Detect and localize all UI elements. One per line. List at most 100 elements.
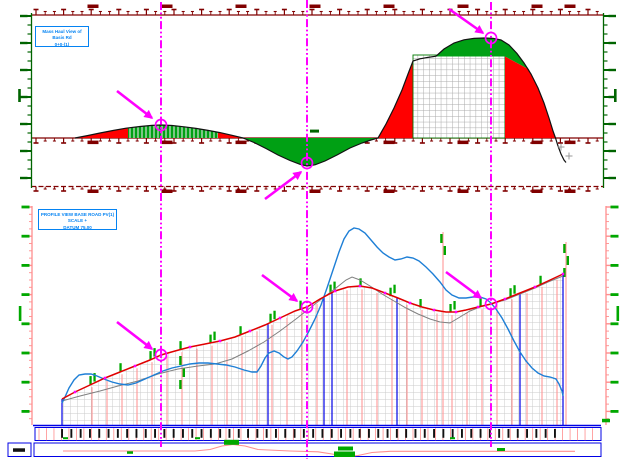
station-label-mark xyxy=(228,429,231,438)
station-label-mark xyxy=(358,429,361,438)
band-annotation-mark xyxy=(602,418,610,423)
freehaul-hatch-region xyxy=(412,54,506,139)
station-label-mark xyxy=(126,429,129,438)
station-label-mark xyxy=(135,429,138,438)
balance-point-marker[interactable] xyxy=(484,297,498,311)
station-label-mark xyxy=(235,4,247,8)
station-label-mark xyxy=(516,429,519,438)
profile-title-line2: SCALE + xyxy=(67,218,88,224)
annotation-arrow xyxy=(445,270,483,300)
station-label-mark xyxy=(470,429,473,438)
station-label-mark xyxy=(154,429,156,438)
annotation-arrow xyxy=(448,7,485,35)
volume-label-mark xyxy=(310,129,319,133)
mass-haul-title-line3: 0+0-(1) xyxy=(54,41,70,47)
balance-point-marker[interactable] xyxy=(484,31,498,45)
station-label-mark xyxy=(330,429,333,438)
station-label-mark xyxy=(61,429,63,438)
band-profile-line xyxy=(63,443,575,457)
station-label-mark xyxy=(349,429,352,438)
cap-area xyxy=(436,38,529,70)
data-band xyxy=(33,442,602,457)
station-label-mark xyxy=(414,429,417,438)
station-label-mark xyxy=(219,429,222,438)
annotation-arrow xyxy=(116,89,154,120)
mass-haul-title-line2: Basis Rd xyxy=(52,35,72,41)
profile-title-line1: PROFILE VIEW BASE ROAD PV(1) xyxy=(40,211,115,217)
station-label-mark xyxy=(498,429,501,438)
band-annotation-mark xyxy=(224,439,239,445)
station-label-mark xyxy=(383,4,395,8)
annotation-arrow xyxy=(261,273,299,303)
station-label-mark xyxy=(535,429,538,438)
station-label-mark xyxy=(79,429,82,438)
station-label-mark xyxy=(451,429,454,438)
profile-grid-fill xyxy=(62,274,563,425)
balance-point-marker[interactable] xyxy=(300,156,314,170)
station-band xyxy=(34,427,602,441)
station-label-mark xyxy=(368,429,370,438)
balance-point-marker[interactable] xyxy=(154,118,168,132)
cut-area-3-right xyxy=(505,56,556,138)
data-band-key-box xyxy=(7,442,32,457)
station-label-mark xyxy=(116,429,119,438)
station-label-mark xyxy=(395,429,398,438)
profile-view-title-box[interactable]: PROFILE VIEW BASE ROAD PV(1) SCALE + DAT… xyxy=(38,209,117,230)
mass-haul-view xyxy=(18,4,617,193)
axis-title-mark xyxy=(18,89,21,102)
mass-haul-title-box[interactable]: Mass Haul View of Basis Rd 0+0-(1) xyxy=(35,26,89,47)
station-label-mark xyxy=(209,429,212,438)
balance-annotations xyxy=(116,0,498,459)
station-label-mark xyxy=(144,429,147,438)
station-label-mark xyxy=(293,429,296,438)
station-label-mark xyxy=(386,429,389,438)
station-label-mark xyxy=(191,429,194,438)
annotation-arrow xyxy=(264,170,303,201)
station-label-mark xyxy=(457,4,469,8)
station-label-mark xyxy=(275,429,277,438)
station-label-mark xyxy=(564,4,576,8)
station-label-mark xyxy=(340,429,342,438)
station-label-mark xyxy=(172,429,175,438)
station-label-mark xyxy=(526,429,528,438)
station-label-mark xyxy=(461,429,463,438)
annotation-arrow xyxy=(116,320,154,351)
station-label-mark xyxy=(107,429,110,438)
balance-point-marker[interactable] xyxy=(300,300,314,314)
station-label-mark xyxy=(256,429,259,438)
station-label-mark xyxy=(433,429,435,438)
station-label-mark xyxy=(163,429,166,438)
station-label-mark xyxy=(182,429,184,438)
station-label-mark xyxy=(247,429,249,438)
station-label-mark xyxy=(479,429,482,438)
band-annotation-mark xyxy=(127,451,133,454)
station-label-mark xyxy=(89,429,91,438)
station-label-mark xyxy=(265,429,268,438)
mass-haul-title-line1: Mass Haul View of xyxy=(42,28,82,34)
station-label-mark xyxy=(302,429,305,438)
station-label-mark xyxy=(531,4,543,8)
profile-title-line3: DATUM 75.00 xyxy=(63,224,92,230)
station-label-mark xyxy=(312,429,315,438)
band-annotation-mark xyxy=(338,446,353,451)
axis-title-mark xyxy=(614,89,617,102)
station-label-mark xyxy=(87,4,99,8)
station-label-mark xyxy=(200,429,203,438)
mass-haul-curve xyxy=(74,37,567,167)
fill-area-below-zero xyxy=(243,138,378,166)
station-label-mark xyxy=(161,4,173,8)
station-label-mark xyxy=(488,429,491,438)
elevation-axis-title-mark xyxy=(18,306,22,321)
station-label-mark xyxy=(309,4,321,8)
station-label-mark xyxy=(442,429,445,438)
station-label-mark xyxy=(284,429,287,438)
existing-ground-line xyxy=(61,227,564,404)
balance-point-marker[interactable] xyxy=(154,348,168,362)
station-label-mark xyxy=(321,429,324,438)
station-label-mark xyxy=(544,429,547,438)
station-label-mark xyxy=(237,429,240,438)
cut-area-3-left xyxy=(378,61,413,138)
elevation-axis-title-mark xyxy=(616,306,620,321)
